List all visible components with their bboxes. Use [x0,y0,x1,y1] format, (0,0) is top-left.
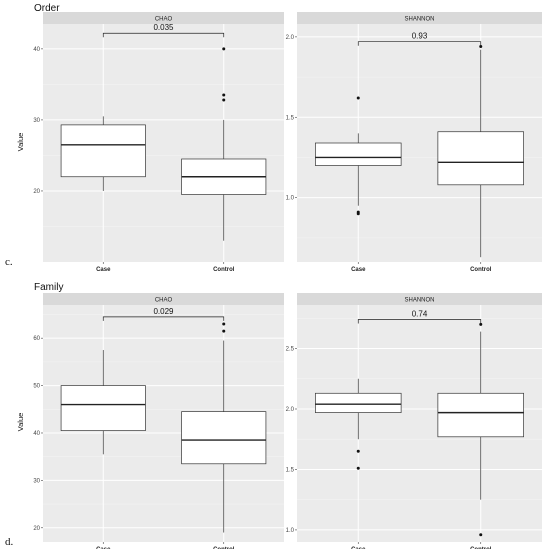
strip-label: CHAO [155,298,173,304]
box-control [181,47,267,241]
outlier-point [222,47,226,51]
box-control [181,322,267,533]
y-tick-label: 30 [33,118,40,124]
interquartile-box [60,385,146,431]
strip-family-chao [43,293,284,305]
outlier-point [222,329,226,333]
outlier-point [479,533,483,537]
panel-family-chao: CHAO 20 30 40 50 60 Case Control 0.029 [33,293,284,549]
y-tick-label: 30 [33,478,40,484]
y-tick-label: 40 [33,431,40,437]
y-tick-label: 50 [33,384,40,390]
interquartile-box [60,124,146,178]
y-tick-label: 40 [33,47,40,53]
strip-order-chao [43,12,284,24]
x-tick-label-control: Control [213,267,235,273]
y-tick-label: 1.0 [286,528,295,534]
panel-letter-c: c. [5,256,13,268]
x-tick-label-control: Control [470,547,492,549]
significance-bracket [357,41,482,46]
panel-letter-d: d. [5,536,14,548]
y-tick-label: 20 [33,526,40,532]
outlier-point [356,96,360,100]
section-title-family: Family [34,282,63,293]
panel-order-chao: CHAO 20 30 40 Case Control 0.035 [33,12,284,273]
p-value-label: 0.029 [153,307,174,316]
y-tick-label: 2.0 [286,35,295,41]
outlier-point [222,93,226,97]
x-tick-label-case: Case [96,267,111,273]
box-case [60,116,146,191]
panels-group: CHAO 20 30 40 Case Control 0.035 SHANNON 1.0 1.5 2… [33,12,542,549]
y-axis-label-order: Value [16,133,25,152]
interquartile-box [437,131,524,186]
p-value-label: 0.74 [412,310,428,319]
interquartile-box [315,142,402,166]
outlier-point [356,466,360,470]
box-control [437,322,524,537]
p-value-label: 0.93 [412,32,428,41]
strip-order-shannon [297,12,542,24]
interquartile-box [181,411,267,465]
strip-label: SHANNON [404,298,434,304]
x-tick-label-control: Control [470,267,492,273]
outlier-point [356,449,360,453]
strip-label: SHANNON [404,17,434,23]
outlier-point [479,322,483,326]
y-tick-label: 2.0 [286,407,295,413]
p-value-label: 0.035 [153,23,174,32]
significance-bracket [357,319,482,324]
box-case [315,378,402,470]
strip-label: CHAO [155,17,173,23]
y-tick-label: 1.5 [286,115,295,121]
significance-bracket [102,32,225,38]
outlier-point [479,45,483,49]
x-tick-label-case: Case [351,547,366,549]
strip-family-shannon [297,293,542,305]
y-tick-label: 60 [33,336,40,342]
section-title-order: Order [34,3,60,14]
outlier-point [356,210,360,214]
interquartile-box [437,392,524,438]
panel-family-shannon: SHANNON 1.0 1.5 2.0 2.5 Case Control 0.74 [286,293,542,549]
y-tick-label: 20 [33,189,40,195]
box-case [60,350,146,455]
x-tick-label-case: Case [351,267,366,273]
outlier-point [222,322,226,326]
y-tick-label: 1.5 [286,467,295,473]
significance-bracket [102,316,225,321]
panel-order-shannon: SHANNON 1.0 1.5 2.0 Case Control 0.93 [286,12,542,273]
y-tick-label: 1.0 [286,196,295,202]
outlier-point [222,98,226,102]
x-tick-label-case: Case [96,547,111,549]
y-axis-label-family: Value [16,413,25,432]
box-control [437,45,524,258]
y-tick-label: 2.5 [286,347,295,353]
interquartile-box [315,392,402,413]
box-case [315,96,402,216]
x-tick-label-control: Control [213,547,235,549]
